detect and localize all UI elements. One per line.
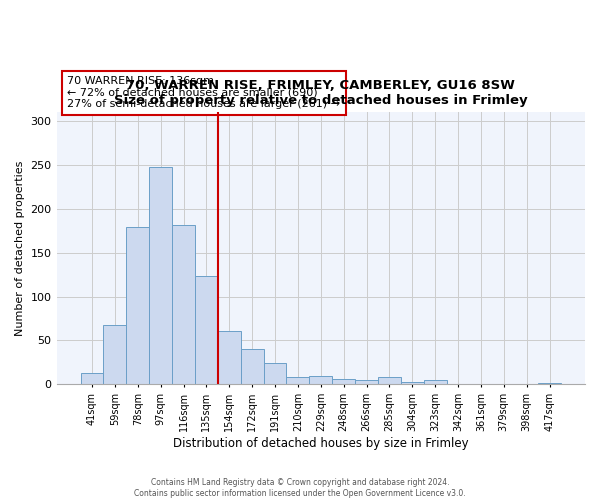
Bar <box>241 350 263 384</box>
Bar <box>195 276 218 384</box>
Text: 70 WARREN RISE: 136sqm
← 72% of detached houses are smaller (690)
27% of semi-de: 70 WARREN RISE: 136sqm ← 72% of detached… <box>67 76 340 110</box>
Y-axis label: Number of detached properties: Number of detached properties <box>15 160 25 336</box>
Bar <box>103 324 127 384</box>
Bar <box>263 364 286 384</box>
Bar <box>172 226 195 384</box>
Bar <box>424 380 446 384</box>
Bar <box>127 227 149 384</box>
Bar <box>332 379 355 384</box>
Bar <box>310 376 332 384</box>
Bar <box>80 373 103 384</box>
Bar <box>378 376 401 384</box>
Bar <box>355 380 378 384</box>
Title: 70, WARREN RISE, FRIMLEY, CAMBERLEY, GU16 8SW
Size of property relative to detac: 70, WARREN RISE, FRIMLEY, CAMBERLEY, GU1… <box>114 78 527 106</box>
Bar <box>538 382 561 384</box>
X-axis label: Distribution of detached houses by size in Frimley: Distribution of detached houses by size … <box>173 437 469 450</box>
Bar <box>218 331 241 384</box>
Bar <box>286 376 310 384</box>
Bar <box>401 382 424 384</box>
Bar <box>149 168 172 384</box>
Text: Contains HM Land Registry data © Crown copyright and database right 2024.
Contai: Contains HM Land Registry data © Crown c… <box>134 478 466 498</box>
